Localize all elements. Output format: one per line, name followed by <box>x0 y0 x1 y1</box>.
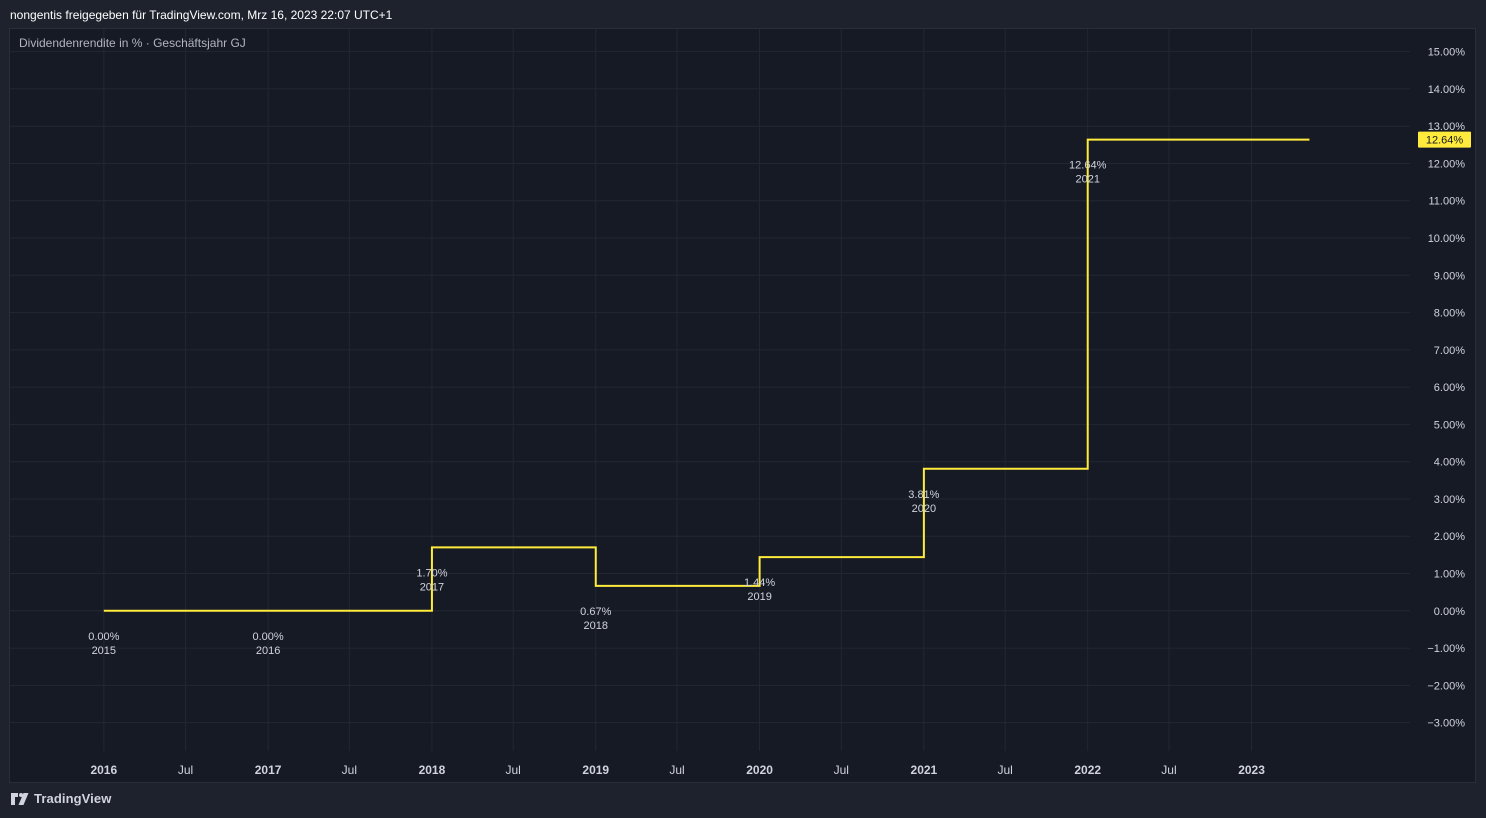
x-tick-label: 2019 <box>582 763 609 777</box>
data-label-year: 2021 <box>1075 174 1099 186</box>
y-tick-label: 15.00% <box>1428 47 1466 59</box>
y-tick-label: 13.00% <box>1428 121 1466 133</box>
tradingview-logo[interactable]: TradingView <box>10 791 111 806</box>
dividend-yield-chart[interactable]: 15.00% 14.00% 13.00% 12.00% 11.00% 10.00% 9.00… <box>10 29 1475 782</box>
share-caption: nongentis freigegeben für TradingView.co… <box>10 8 393 22</box>
y-tick-label: 5.00% <box>1434 419 1465 431</box>
y-tick-label: 8.00% <box>1434 308 1465 320</box>
data-label-value: 1.70% <box>416 567 447 579</box>
data-label-year: 2017 <box>420 581 444 593</box>
y-tick-label: −1.00% <box>1427 643 1465 655</box>
y-tick-label: 14.00% <box>1428 84 1466 96</box>
y-tick-label: 4.00% <box>1434 457 1465 469</box>
chart-panel[interactable]: 15.00% 14.00% 13.00% 12.00% 11.00% 10.00% 9.00… <box>9 28 1476 783</box>
x-tick-label: 2018 <box>419 763 446 777</box>
y-tick-label: −3.00% <box>1427 718 1465 730</box>
x-tick-label: 2023 <box>1238 763 1265 777</box>
x-tick-label: Jul <box>669 763 684 777</box>
x-tick-label: Jul <box>178 763 193 777</box>
data-label-year: 2018 <box>584 620 608 632</box>
y-tick-label: 7.00% <box>1434 345 1465 357</box>
tradingview-brand: TradingView <box>34 791 112 806</box>
x-tick-label: 2020 <box>746 763 773 777</box>
chart-header: nongentis freigegeben für TradingView.co… <box>0 0 1486 28</box>
footer: TradingView <box>0 785 1486 818</box>
x-tick-label: Jul <box>997 763 1012 777</box>
data-label-value: 1.44% <box>744 577 775 589</box>
x-tick-label: Jul <box>342 763 357 777</box>
y-tick-label: 10.00% <box>1428 233 1466 245</box>
series-line <box>103 138 1310 612</box>
y-tick-label: 2.00% <box>1434 531 1465 543</box>
y-tick-label: 9.00% <box>1434 270 1465 282</box>
chart-title: Dividendenrendite in % · Geschäftsjahr G… <box>19 36 246 50</box>
x-tick-label: Jul <box>1161 763 1176 777</box>
y-tick-label: 11.00% <box>1429 196 1466 208</box>
y-tick-label: 12.00% <box>1428 158 1466 170</box>
data-label-value: 12.64% <box>1069 160 1107 172</box>
data-label-year: 2016 <box>256 645 280 657</box>
y-tick-label: 1.00% <box>1434 569 1465 581</box>
data-label-value: 0.00% <box>88 631 119 643</box>
x-tick-label: Jul <box>506 763 521 777</box>
x-tick-label: 2017 <box>255 763 282 777</box>
x-tick-label: 2022 <box>1074 763 1101 777</box>
y-tick-label: 3.00% <box>1434 494 1465 506</box>
data-label-year: 2015 <box>92 645 116 657</box>
y-tick-label: 0.00% <box>1434 606 1465 618</box>
x-tick-label: 2021 <box>911 763 938 777</box>
x-tick-label: Jul <box>834 763 849 777</box>
tradingview-logo-icon <box>11 792 29 805</box>
last-value-label: 12.64% <box>1426 135 1464 147</box>
y-tick-label: −2.00% <box>1427 680 1465 692</box>
data-label-value: 0.00% <box>252 631 283 643</box>
data-label-value: 0.67% <box>580 606 611 618</box>
last-value-badge <box>1418 131 1471 148</box>
y-tick-label: 6.00% <box>1434 382 1465 394</box>
x-tick-label: 2016 <box>90 763 117 777</box>
data-label-year: 2020 <box>912 503 936 515</box>
data-label-value: 3.81% <box>908 489 939 501</box>
data-label-year: 2019 <box>747 591 771 603</box>
